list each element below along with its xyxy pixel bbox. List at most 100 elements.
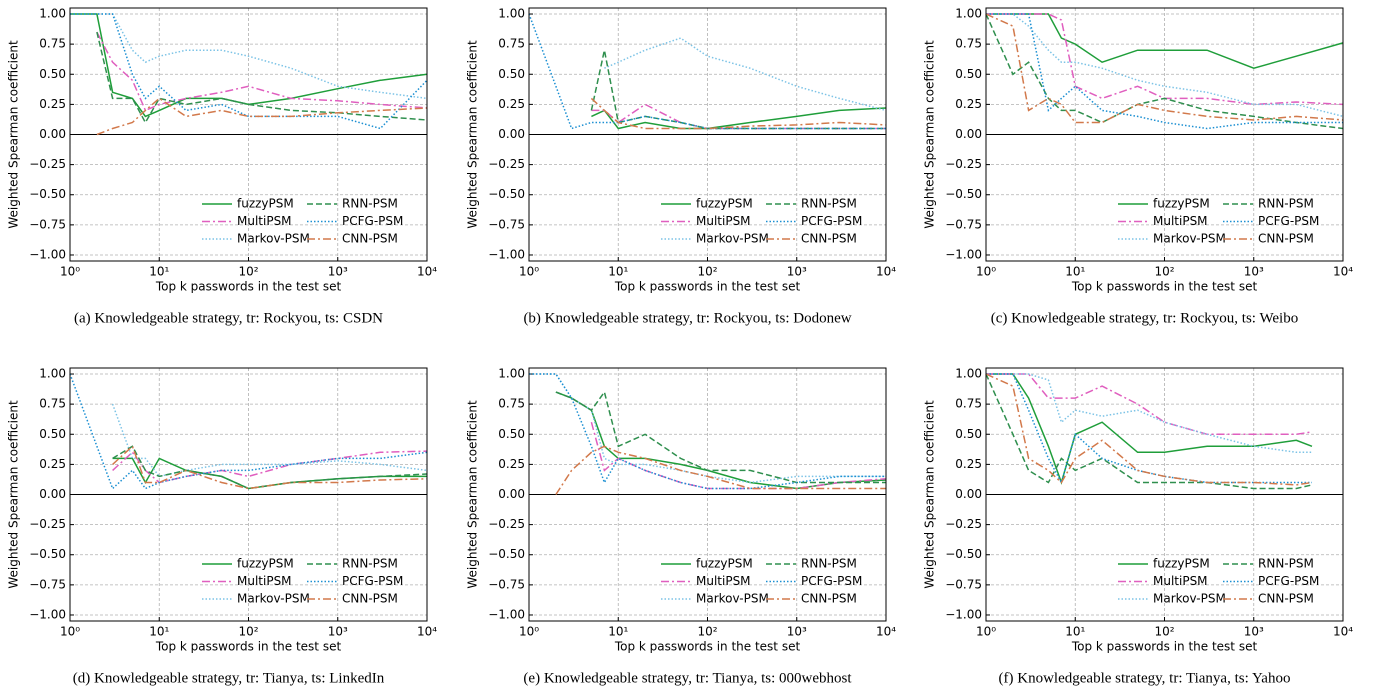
y-axis-label: Weighted Spearman coefficient — [923, 400, 937, 589]
y-tick-label: 1.00 — [39, 367, 66, 381]
y-tick-label: 0.00 — [498, 127, 525, 141]
legend-label: Markov-PSM — [1153, 592, 1226, 606]
y-tick-label: 0.75 — [39, 397, 66, 411]
plot-frame — [985, 7, 1344, 262]
series-line — [985, 373, 1313, 490]
caption: (e) Knowledgeable strategy, tr: Tianya, … — [523, 670, 852, 686]
y-tick-label: −0.25 — [945, 517, 982, 531]
y-tick-label: 0.00 — [498, 487, 525, 501]
legend-label: Markov-PSM — [696, 232, 769, 246]
series-line — [96, 31, 428, 125]
y-tick-label: −0.75 — [29, 217, 66, 231]
x-tick-label: 10³ — [328, 265, 348, 279]
series-line — [529, 373, 886, 490]
legend-label: RNN-PSM — [1258, 197, 1314, 211]
y-tick-label: 0.50 — [955, 67, 982, 81]
series-line — [528, 13, 886, 130]
legend: fuzzyPSM MultiPSM Markov-PSM RNN-PSM PCFG-PS… — [661, 197, 862, 246]
x-tick-label: 10² — [697, 265, 717, 279]
x-axis-label: Top k passwords in the test set — [155, 280, 342, 294]
x-tick-label: 10³ — [787, 265, 807, 279]
y-tick-label: −1.00 — [945, 247, 982, 261]
series-line — [70, 13, 428, 118]
legend-label: RNN-PSM — [342, 557, 398, 571]
x-tick-label: 10¹ — [1065, 265, 1085, 279]
x-tick-label: 10⁴ — [876, 625, 896, 639]
y-tick-label: −0.25 — [488, 517, 525, 531]
y-axis-label: Weighted Spearman coefficient — [7, 400, 21, 589]
y-tick-label: −0.50 — [945, 187, 982, 201]
y-tick-label: 0.00 — [955, 127, 982, 141]
legend-label: CNN-PSM — [801, 592, 857, 606]
legend-label: MultiPSM — [237, 214, 292, 228]
y-tick-label: 0.50 — [498, 67, 525, 81]
y-tick-label: −1.00 — [945, 607, 982, 621]
y-tick-label: −0.75 — [488, 577, 525, 591]
x-axis-label: Top k passwords in the test set — [155, 640, 342, 654]
legend-label: MultiPSM — [1153, 214, 1208, 228]
y-tick-label: −0.50 — [488, 187, 525, 201]
subplot: 1.00 0.75 0.50 0.25 0.00 −0.25 −0.50 −0.75 −1.00… — [466, 367, 897, 687]
y-tick-label: −0.75 — [488, 217, 525, 231]
plot-frame — [69, 367, 428, 622]
legend-label: fuzzyPSM — [696, 557, 753, 571]
series-line — [985, 13, 1344, 124]
x-tick-label: 10¹ — [1065, 625, 1085, 639]
subplot: 1.00 0.75 0.50 0.25 0.00 −0.25 −0.50 −0.75 −1.00… — [923, 7, 1354, 327]
caption: (b) Knowledgeable strategy, tr: Rockyou,… — [523, 310, 851, 326]
caption: (f) Knowledgeable strategy, tr: Tianya, … — [999, 670, 1291, 686]
y-tick-label: −0.75 — [945, 217, 982, 231]
legend-label: Markov-PSM — [696, 592, 769, 606]
y-tick-label: −0.25 — [488, 157, 525, 171]
series-line — [985, 373, 1313, 486]
x-tick-label: 10² — [238, 625, 258, 639]
y-tick-label: 0.25 — [39, 97, 66, 111]
series-line — [555, 390, 886, 484]
y-tick-label: 0.75 — [955, 37, 982, 51]
y-tick-label: 1.00 — [39, 7, 66, 21]
y-tick-label: 0.50 — [498, 427, 525, 441]
y-tick-label: 0.75 — [498, 397, 525, 411]
x-tick-label: 10⁰ — [519, 625, 539, 639]
legend-label: PCFG-PSM — [1258, 214, 1319, 228]
x-tick-label: 10³ — [1244, 625, 1264, 639]
y-tick-label: 0.25 — [955, 457, 982, 471]
legend-label: MultiPSM — [696, 574, 751, 588]
series-line — [590, 422, 887, 490]
x-tick-label: 10² — [1154, 625, 1174, 639]
legend-label: Markov-PSM — [1153, 232, 1226, 246]
legend: fuzzyPSM MultiPSM Markov-PSM RNN-PSM PCFG-PS… — [202, 197, 403, 246]
series-line — [986, 373, 1312, 454]
series-line — [555, 391, 887, 490]
subplot: 1.00 0.75 0.50 0.25 0.00 −0.25 −0.50 −0.75 −1.00… — [7, 367, 438, 687]
series-line — [985, 13, 1344, 130]
subplot: 1.00 0.75 0.50 0.25 0.00 −0.25 −0.50 −0.75 −1.00… — [923, 367, 1354, 687]
legend-label: MultiPSM — [1153, 574, 1208, 588]
legend: fuzzyPSM MultiPSM Markov-PSM RNN-PSM PCFG-PS… — [661, 557, 862, 606]
y-tick-label: 1.00 — [498, 7, 525, 21]
y-tick-label: 0.75 — [498, 37, 525, 51]
y-axis-label: Weighted Spearman coefficient — [7, 40, 21, 229]
x-tick-label: 10⁴ — [1333, 265, 1353, 279]
x-axis-label: Top k passwords in the test set — [614, 640, 801, 654]
legend-label: CNN-PSM — [1258, 592, 1314, 606]
plot-frame — [69, 7, 428, 262]
x-tick-label: 10⁴ — [1333, 625, 1353, 639]
x-tick-label: 10⁰ — [976, 265, 996, 279]
x-tick-label: 10² — [1154, 265, 1174, 279]
x-tick-label: 10¹ — [149, 265, 169, 279]
y-tick-label: 0.00 — [955, 487, 982, 501]
legend: fuzzyPSM MultiPSM Markov-PSM RNN-PSM PCFG-PS… — [1118, 557, 1319, 606]
y-tick-label: −1.00 — [29, 607, 66, 621]
y-tick-label: 1.00 — [955, 367, 982, 381]
legend-label: RNN-PSM — [1258, 557, 1314, 571]
series-line — [590, 97, 887, 130]
legend: fuzzyPSM MultiPSM Markov-PSM RNN-PSM PCFG-PS… — [202, 557, 403, 606]
series-line — [112, 444, 428, 490]
y-tick-label: 0.25 — [498, 97, 525, 111]
series-line — [590, 50, 886, 130]
y-tick-label: −0.50 — [488, 547, 525, 561]
series-line — [986, 13, 1344, 118]
legend-label: Markov-PSM — [237, 592, 310, 606]
